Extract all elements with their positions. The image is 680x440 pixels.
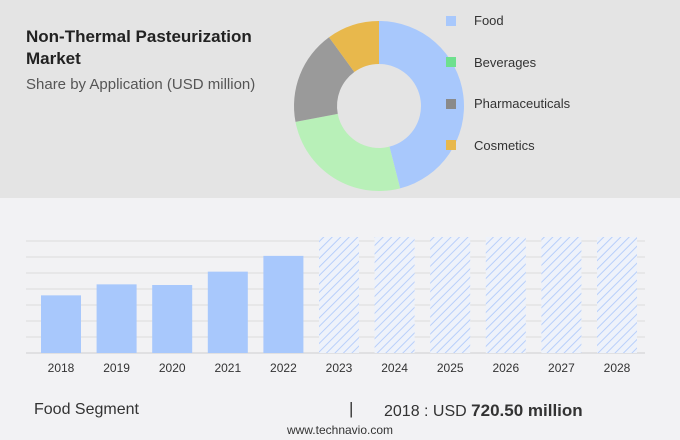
legend-label: Pharmaceuticals	[474, 96, 571, 111]
bar-forecast-2027	[541, 237, 582, 353]
footer-segment: Food Segment	[34, 401, 139, 418]
legend-label: Beverages	[474, 54, 537, 70]
bar-forecast-2023	[319, 237, 359, 353]
legend-item-pharmaceuticals: Pharmaceuticals	[446, 96, 570, 111]
legend-swatch	[446, 140, 456, 150]
x-tick-label: 2027	[548, 361, 575, 375]
x-tick-label: 2021	[214, 361, 241, 375]
footer-year: 2018 : USD	[384, 403, 472, 420]
legend-swatch	[446, 15, 456, 26]
bar-2019	[96, 284, 137, 353]
donut-slice-beverages	[295, 113, 401, 191]
legend-item-food: Food	[446, 13, 504, 28]
x-tick-label: 2028	[604, 361, 631, 375]
chart-subtitle: Share by Application (USD million)	[26, 76, 256, 93]
legend-item-cosmetics: Cosmetics	[446, 138, 535, 153]
x-tick-label: 2023	[326, 361, 353, 375]
donut-slice-pharmaceuticals	[294, 37, 355, 122]
donut-slice-food	[379, 21, 465, 189]
site-url: www.technavio.com	[286, 423, 394, 437]
footer-separator: |	[349, 399, 354, 418]
bar-2018	[41, 295, 81, 353]
legend-swatch	[446, 57, 456, 67]
bar-forecast-2028	[597, 237, 637, 353]
x-tick-label: 2026	[492, 361, 519, 375]
donut-slice-cosmetics	[329, 21, 379, 73]
legend-swatch	[446, 98, 456, 109]
legend-label: Cosmetics	[474, 137, 535, 153]
bar-2022	[263, 255, 304, 353]
x-tick-label: 2022	[270, 361, 297, 375]
bar-forecast-2024	[374, 237, 415, 353]
chart-title: Non-Thermal Pasteurization Market	[26, 27, 252, 68]
footer-amount: 720.50 million	[471, 401, 583, 420]
bar-2021	[207, 271, 248, 353]
x-tick-label: 2024	[381, 361, 408, 375]
bar-forecast-2025	[430, 237, 471, 353]
legend-item-beverages: Beverages	[446, 55, 536, 70]
x-tick-label: 2020	[159, 361, 186, 375]
bar-2020	[152, 285, 193, 353]
bar-forecast-2026	[485, 237, 526, 353]
x-tick-label: 2025	[437, 361, 464, 375]
footer-value: 2018 : USD 720.50 million	[384, 401, 583, 421]
legend-label: Food	[474, 13, 504, 28]
x-tick-label: 2019	[103, 361, 130, 375]
x-tick-label: 2018	[48, 361, 75, 375]
